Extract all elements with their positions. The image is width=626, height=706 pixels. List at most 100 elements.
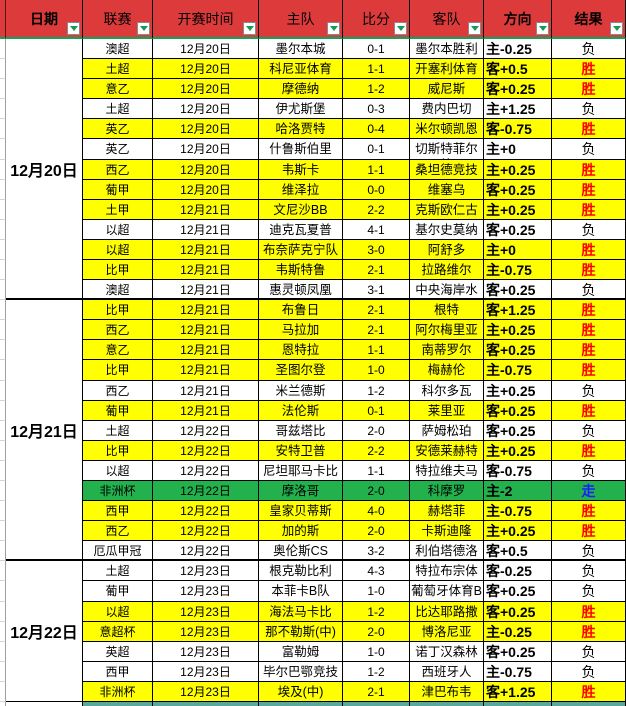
home-team-cell[interactable]: 韦斯特鲁 — [259, 260, 343, 281]
result-cell[interactable]: 胜 — [552, 59, 626, 80]
direction-cell[interactable]: 主+0.25 — [484, 380, 552, 401]
direction-cell[interactable]: 主+0.25 — [484, 199, 552, 220]
score-cell[interactable]: 4-1 — [343, 219, 410, 240]
away-team-cell[interactable]: 利伯塔德洛哈 — [410, 541, 484, 562]
home-team-cell[interactable]: 恩特拉 — [259, 340, 343, 361]
filter-icon[interactable] — [67, 22, 80, 35]
direction-cell[interactable]: 客+1.25 — [484, 681, 552, 702]
home-team-cell[interactable]: 海法马卡比 — [259, 601, 343, 622]
score-cell[interactable]: 1-1 — [343, 340, 410, 361]
header-direction[interactable]: 方向 — [484, 0, 552, 39]
league-cell[interactable]: 澳超 — [83, 39, 153, 60]
result-cell[interactable]: 胜 — [552, 79, 626, 100]
away-team-cell[interactable]: 诺丁汉森林 — [410, 641, 484, 662]
direction-cell[interactable]: 客+0.25 — [484, 219, 552, 240]
filter-icon[interactable] — [394, 22, 407, 35]
away-team-cell[interactable]: 特拉布宗体育 — [410, 561, 484, 582]
filter-icon[interactable] — [327, 22, 340, 35]
result-cell[interactable]: 负 — [552, 541, 626, 562]
away-team-cell[interactable]: 科尔多瓦 — [410, 380, 484, 401]
direction-cell[interactable]: 主-0.25 — [484, 621, 552, 642]
league-cell[interactable]: 澳超 — [83, 280, 153, 301]
away-team-cell[interactable]: 克斯欧仁古库 — [410, 199, 484, 220]
home-team-cell[interactable]: 摩德纳 — [259, 79, 343, 100]
league-cell[interactable]: 土超 — [83, 59, 153, 80]
direction-cell[interactable]: 客+0.25 — [484, 641, 552, 662]
score-cell[interactable]: 2-0 — [343, 481, 410, 502]
kickoff-date-cell[interactable]: 12月23日 — [153, 681, 259, 702]
direction-cell[interactable]: 主+1.25 — [484, 99, 552, 120]
direction-cell[interactable]: 主+0.25 — [484, 159, 552, 180]
kickoff-date-cell[interactable]: 12月22日 — [153, 541, 259, 562]
score-cell[interactable]: 2-0 — [343, 521, 410, 542]
score-cell[interactable]: 0-3 — [343, 99, 410, 120]
result-cell[interactable]: 负 — [552, 280, 626, 301]
result-cell[interactable]: 负 — [552, 99, 626, 120]
direction-cell[interactable]: 客-0.25 — [484, 561, 552, 582]
away-team-cell[interactable]: 切斯特菲尔德 — [410, 139, 484, 160]
away-team-cell[interactable]: 开塞利体育 — [410, 59, 484, 80]
kickoff-date-cell[interactable]: 12月22日 — [153, 521, 259, 542]
score-cell[interactable]: 1-2 — [343, 79, 410, 100]
direction-cell[interactable]: 主+0.25 — [484, 440, 552, 461]
score-cell[interactable]: 2-1 — [343, 260, 410, 281]
away-team-cell[interactable]: 莱里亚 — [410, 400, 484, 421]
result-cell[interactable]: 负 — [552, 139, 626, 160]
score-cell[interactable]: 2-1 — [343, 300, 410, 321]
result-cell[interactable]: 负 — [552, 460, 626, 481]
score-cell[interactable]: 1-2 — [343, 601, 410, 622]
score-cell[interactable]: 1-2 — [343, 661, 410, 682]
away-team-cell[interactable]: 根特 — [410, 300, 484, 321]
result-cell[interactable]: 负 — [552, 581, 626, 602]
kickoff-date-cell[interactable]: 12月22日 — [153, 460, 259, 481]
league-cell[interactable]: 比甲 — [83, 360, 153, 381]
header-kickoff-time[interactable]: 开赛时间 — [153, 0, 259, 39]
kickoff-date-cell[interactable]: 12月21日 — [153, 239, 259, 260]
kickoff-date-cell[interactable]: 12月20日 — [153, 59, 259, 80]
kickoff-date-cell[interactable]: 12月21日 — [153, 320, 259, 341]
result-cell[interactable]: 负 — [552, 219, 626, 240]
league-cell[interactable]: 西乙 — [83, 159, 153, 180]
result-cell[interactable]: 胜 — [552, 300, 626, 321]
league-cell[interactable]: 葡甲 — [83, 581, 153, 602]
score-cell[interactable]: 4-0 — [343, 501, 410, 522]
away-team-cell[interactable]: 威尼斯 — [410, 79, 484, 100]
direction-cell[interactable]: 主-0.75 — [484, 360, 552, 381]
home-team-cell[interactable]: 哈洛贾特 — [259, 119, 343, 140]
away-team-cell[interactable]: 米尔顿凯恩斯 — [410, 119, 484, 140]
kickoff-date-cell[interactable]: 12月20日 — [153, 139, 259, 160]
league-cell[interactable]: 非洲杯 — [83, 681, 153, 702]
league-cell[interactable]: 比甲 — [83, 440, 153, 461]
result-cell[interactable]: 负 — [552, 641, 626, 662]
result-cell[interactable]: 胜 — [552, 179, 626, 200]
direction-cell[interactable]: 客+0.5 — [484, 541, 552, 562]
away-team-cell[interactable]: 墨尔本胜利 — [410, 39, 484, 60]
kickoff-date-cell[interactable]: 12月22日 — [153, 481, 259, 502]
kickoff-date-cell[interactable]: 12月20日 — [153, 39, 259, 60]
home-team-cell[interactable]: 惠灵顿凤凰 — [259, 280, 343, 301]
league-cell[interactable]: 意乙 — [83, 79, 153, 100]
kickoff-date-cell[interactable]: 12月20日 — [153, 159, 259, 180]
score-cell[interactable]: 1-0 — [343, 641, 410, 662]
result-cell[interactable]: 胜 — [552, 601, 626, 622]
date-group-cell[interactable]: 12月22日 — [6, 561, 83, 702]
away-team-cell[interactable]: 桑坦德竞技 — [410, 159, 484, 180]
away-team-cell[interactable]: 基尔史莫纳夏普尔 — [410, 219, 484, 240]
direction-cell[interactable]: 客+0.25 — [484, 179, 552, 200]
score-cell[interactable]: 2-2 — [343, 199, 410, 220]
direction-cell[interactable]: 客+0.5 — [484, 59, 552, 80]
score-cell[interactable]: 3-2 — [343, 541, 410, 562]
kickoff-date-cell[interactable]: 12月20日 — [153, 119, 259, 140]
result-cell[interactable]: 胜 — [552, 501, 626, 522]
kickoff-date-cell[interactable]: 12月23日 — [153, 581, 259, 602]
direction-cell[interactable]: 客+0.25 — [484, 340, 552, 361]
result-cell[interactable]: 胜 — [552, 199, 626, 220]
date-group-cell[interactable]: 12月20日 — [6, 39, 83, 301]
home-team-cell[interactable]: 哥兹塔比 — [259, 420, 343, 441]
kickoff-date-cell[interactable]: 12月22日 — [153, 420, 259, 441]
header-date[interactable]: 日期 — [6, 0, 83, 39]
score-cell[interactable]: 1-2 — [343, 380, 410, 401]
away-team-cell[interactable]: 比达耶路撒冷 — [410, 601, 484, 622]
kickoff-date-cell[interactable]: 12月21日 — [153, 219, 259, 240]
kickoff-date-cell[interactable]: 12月21日 — [153, 260, 259, 281]
